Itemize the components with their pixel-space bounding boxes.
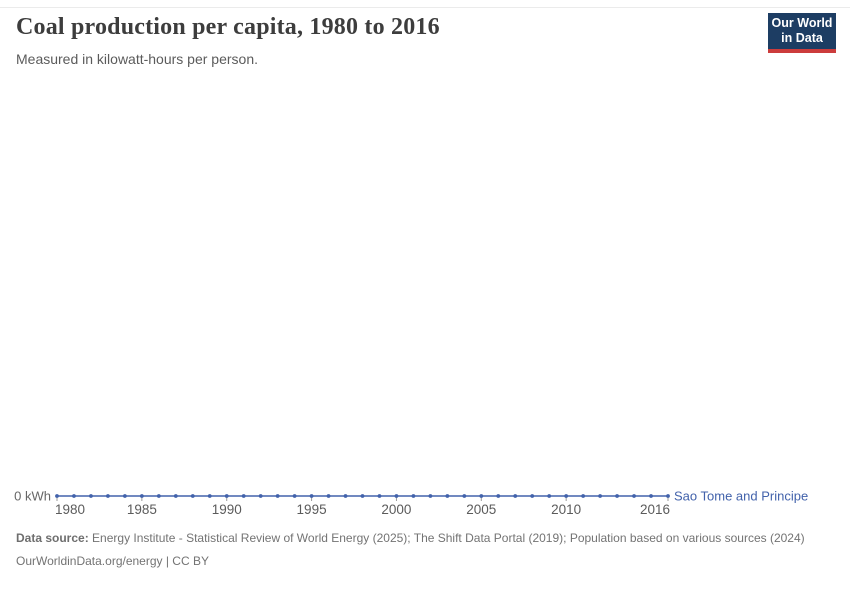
data-point[interactable] (258, 494, 263, 498)
data-point[interactable] (547, 494, 552, 498)
license-suffix: | CC BY (162, 554, 209, 568)
data-point[interactable] (55, 494, 59, 498)
data-point[interactable] (241, 494, 246, 498)
data-point[interactable] (513, 494, 518, 498)
data-point[interactable] (343, 494, 348, 498)
data-point[interactable] (224, 494, 229, 498)
data-point[interactable] (292, 494, 297, 498)
data-point[interactable] (598, 494, 603, 498)
data-point[interactable] (445, 494, 450, 498)
line-chart-svg[interactable]: 1980 1985 1990 1995 2000 2005 2010 2016 0 kWh Sao… (0, 80, 850, 528)
license-line: OurWorldinData.org/energy | CC BY (16, 554, 836, 569)
data-point[interactable] (615, 494, 619, 498)
x-tick-label: 1990 (212, 502, 242, 517)
data-point[interactable] (666, 494, 670, 498)
data-point[interactable] (173, 494, 178, 498)
data-point[interactable] (649, 494, 653, 498)
chart-title: Coal production per capita, 1980 to 2016 (16, 14, 440, 40)
data-point[interactable] (326, 494, 331, 498)
data-point[interactable] (530, 494, 535, 498)
data-point[interactable] (190, 494, 195, 498)
series-label[interactable]: Sao Tome and Principe (674, 489, 808, 504)
data-point[interactable] (72, 494, 76, 498)
data-point[interactable] (479, 494, 484, 498)
data-source-note: Data source: Energy Institute - Statisti… (16, 531, 836, 546)
x-tick-label: 1995 (297, 502, 327, 517)
data-point[interactable] (581, 494, 586, 498)
data-point[interactable] (275, 494, 280, 498)
data-point[interactable] (106, 494, 110, 498)
data-point[interactable] (632, 494, 636, 498)
chart-footer: Data source: Energy Institute - Statisti… (16, 531, 836, 569)
data-source-text: Energy Institute - Statistical Review of… (92, 531, 805, 545)
data-point[interactable] (377, 494, 382, 498)
data-point[interactable] (122, 494, 127, 498)
chart-subtitle: Measured in kilowatt-hours per person. (16, 51, 259, 67)
data-point[interactable] (462, 494, 467, 498)
data-point[interactable] (207, 494, 212, 498)
data-point[interactable] (411, 494, 416, 498)
data-point[interactable] (428, 494, 433, 498)
logo-line-1: Our World (771, 16, 833, 30)
data-source-label: Data source: (16, 531, 89, 545)
y-axis-label: 0 kWh (14, 489, 51, 504)
data-point[interactable] (309, 494, 314, 498)
x-tick-label: 1980 (55, 502, 85, 517)
owid-logo: Our World in Data (768, 13, 836, 53)
data-point[interactable] (156, 494, 161, 498)
x-tick-label: 2005 (466, 502, 496, 517)
data-point[interactable] (394, 494, 399, 498)
owid-energy-link[interactable]: OurWorldinData.org/energy (16, 554, 163, 568)
data-point[interactable] (360, 494, 365, 498)
x-tick-label: 2016 (640, 502, 670, 517)
top-divider (0, 7, 850, 8)
x-tick-label: 2010 (551, 502, 581, 517)
data-point[interactable] (139, 494, 144, 498)
data-point[interactable] (496, 494, 501, 498)
x-tick-label: 2000 (381, 502, 411, 517)
data-point[interactable] (89, 494, 93, 498)
logo-line-2: in Data (781, 31, 823, 45)
x-tick-label: 1985 (127, 502, 157, 517)
data-point[interactable] (564, 494, 569, 498)
